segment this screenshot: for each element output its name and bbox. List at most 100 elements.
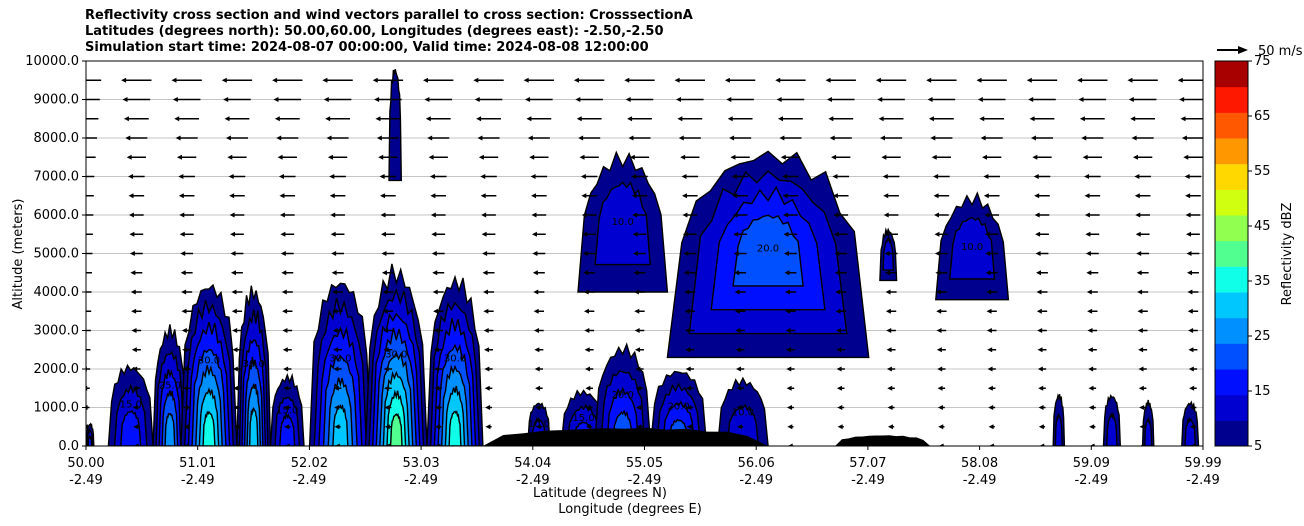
wind-vector (282, 347, 292, 353)
wind-key: 50 m/s (1217, 44, 1303, 59)
wind-vector (179, 212, 194, 218)
wind-vector (86, 310, 92, 312)
wind-vector (985, 270, 998, 276)
wind-vector (935, 289, 947, 295)
contour-level-20 (732, 214, 804, 287)
wind-vector (279, 193, 296, 199)
wind-vector (229, 212, 245, 218)
wind-vector (284, 424, 291, 430)
wind-vector (531, 193, 547, 199)
wind-vector (1086, 289, 1098, 295)
contour-label: 25.0 (159, 380, 181, 391)
wind-vector (1180, 116, 1203, 122)
wind-vector (976, 77, 1007, 83)
wind-vector (575, 97, 603, 102)
wind-vector (685, 347, 695, 353)
wind-vector (178, 193, 195, 199)
wind-vector (582, 231, 597, 237)
wind-vector (787, 443, 794, 446)
contour-level-10 (594, 181, 651, 266)
wind-vector (132, 366, 141, 372)
wind-vector (232, 366, 242, 372)
wind-vector (481, 212, 496, 218)
wind-vector (936, 328, 947, 333)
wind-vector (1089, 443, 1096, 446)
wind-vector (1026, 77, 1058, 83)
wind-vector (883, 212, 899, 218)
wind-vector (628, 135, 651, 141)
wind-vector (627, 116, 652, 122)
wind-vector (182, 385, 191, 391)
wind-vector (1134, 193, 1151, 199)
wind-vector (732, 193, 748, 199)
wind-vector (86, 137, 98, 139)
wind-vector (484, 385, 493, 391)
wind-vector (171, 77, 202, 83)
wind-vector (629, 154, 650, 160)
wind-vector (833, 212, 849, 218)
contour-level-10 (948, 216, 996, 280)
wind-vector (434, 385, 443, 391)
contour-label: 30.0 (329, 353, 351, 364)
wind-vector (183, 443, 190, 446)
wind-vector (483, 308, 494, 314)
wind-vector (535, 424, 542, 430)
wind-vector (1131, 135, 1154, 141)
wind-vector (1088, 385, 1097, 391)
wind-vector (782, 193, 799, 199)
wind-vector (1181, 135, 1203, 141)
wind-vector (129, 231, 144, 237)
y-tick-label-9: 9000.0 (34, 93, 80, 108)
wind-vector (1183, 154, 1203, 160)
wind-vector (175, 135, 198, 141)
wind-vector (132, 405, 140, 410)
wind-vector (273, 97, 302, 102)
wind-vector (784, 270, 797, 276)
wind-vector (182, 347, 192, 353)
wind-vector (480, 174, 497, 179)
wind-vector (331, 251, 345, 256)
wind-vector (884, 251, 898, 256)
wind-vector (1128, 97, 1157, 102)
wind-vector (782, 174, 799, 179)
wind-vector (886, 328, 896, 333)
y-tick-label-7: 7000.0 (34, 170, 80, 185)
contour-level-15 (279, 411, 296, 446)
wind-vector (988, 443, 995, 446)
wind-vector (384, 424, 391, 430)
wind-vector (1035, 251, 1049, 256)
wind-vector (884, 231, 898, 237)
wind-vector (279, 212, 295, 218)
x-tick-lon-1: -2.49 (181, 473, 215, 488)
wind-vector (886, 347, 896, 353)
wind-vector (325, 116, 350, 122)
x-tick-lon-6: -2.49 (739, 473, 773, 488)
wind-vector (729, 135, 752, 141)
wind-vector (423, 77, 454, 83)
wind-vector (780, 154, 801, 160)
wind-vector (734, 308, 746, 314)
wind-vector (1085, 231, 1100, 237)
reflectivity-cell-10: 10.0 (577, 150, 669, 293)
colorbar-tick-0: 5 (1254, 439, 1262, 454)
wind-vector (1088, 405, 1096, 410)
wind-vector (837, 405, 845, 410)
wind-vector (836, 347, 846, 353)
wind-vector (1088, 366, 1097, 372)
wind-vector (182, 366, 191, 372)
wind-vector (584, 328, 594, 333)
wind-vector (585, 405, 593, 410)
wind-vector (1036, 270, 1048, 276)
y-axis: 0.0 1000.0 2000.0 3000.0 4000.0 5000.0 6000.0 7… (25, 54, 86, 454)
wind-vector (431, 231, 446, 237)
wind-vector (126, 154, 146, 160)
wind-vector (1137, 308, 1148, 314)
wind-vector (278, 174, 296, 179)
wind-vector (526, 116, 552, 122)
wind-vector (579, 154, 599, 160)
wind-vector (835, 289, 847, 295)
y-tick-label-1: 1000.0 (34, 401, 80, 416)
wind-vector (534, 366, 543, 372)
wind-vector (380, 231, 395, 237)
